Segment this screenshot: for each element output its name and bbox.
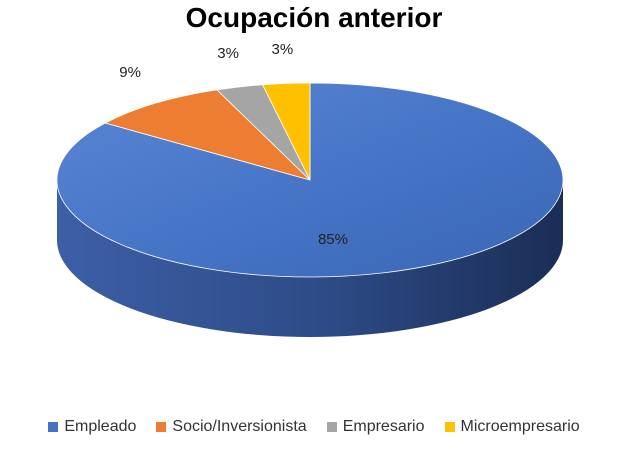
data-label-socio-inversionista: 9% <box>119 64 141 81</box>
pie-slice-microempresario <box>261 82 311 181</box>
legend-label: Socio/Inversionista <box>172 418 307 435</box>
legend-swatch <box>48 422 59 432</box>
legend-swatch <box>444 422 455 432</box>
legend-label: Empleado <box>64 418 137 435</box>
legend-item-socio-inversionista: Socio/Inversionista <box>156 418 307 436</box>
data-label-empresario: 3% <box>217 45 239 62</box>
chart-title: Ocupación anterior <box>185 2 443 33</box>
legend: Empleado Socio/Inversionista Empresario Mic… <box>0 418 628 436</box>
legend-swatch <box>326 422 337 432</box>
legend-label: Microempresario <box>460 418 580 435</box>
pie-slice-socio-inversionista <box>104 89 311 181</box>
pie-side-empleado <box>57 180 563 337</box>
pie-side-wall <box>57 180 563 337</box>
legend-label: Empresario <box>342 418 425 435</box>
legend-item-empleado: Empleado <box>48 418 136 436</box>
data-label-empleado: 85% <box>318 231 348 248</box>
pie-data-labels: 85% 9% 3% 3% <box>119 41 348 248</box>
legend-item-microempresario: Microempresario <box>444 418 580 436</box>
pie-slices <box>56 82 564 278</box>
data-label-microempresario: 3% <box>272 41 294 58</box>
legend-item-empresario: Empresario <box>326 418 425 436</box>
legend-swatch <box>156 422 167 432</box>
